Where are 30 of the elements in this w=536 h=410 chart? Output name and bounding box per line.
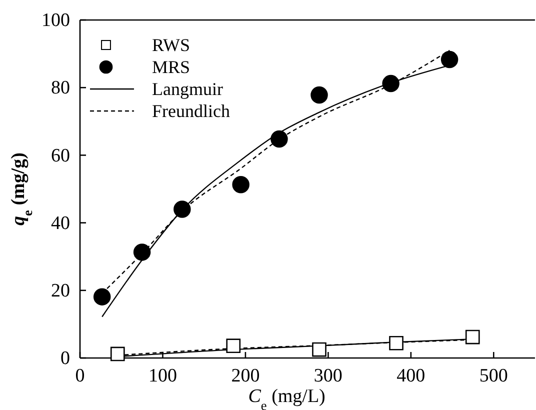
point (93, 288, 111, 306)
x-tick-label: 400 (396, 365, 426, 386)
legend-label: MRS (152, 57, 190, 77)
x-tick-label: 100 (148, 365, 177, 386)
x-tick-label: 200 (231, 365, 260, 386)
point (110, 346, 125, 362)
point (232, 176, 250, 194)
point (312, 342, 326, 357)
point (270, 130, 288, 148)
legend-label: RWS (152, 35, 190, 55)
y-tick-label: 20 (51, 280, 70, 302)
point (133, 244, 151, 261)
point (174, 200, 191, 218)
y-tick-label: 0 (60, 348, 70, 370)
point (440, 50, 458, 68)
legend-label: Freundlich (152, 101, 230, 121)
point (226, 338, 241, 353)
y-tick-label: 80 (51, 78, 70, 99)
point (465, 330, 480, 344)
point (310, 86, 328, 104)
x-axis-title: C$_{e}$ (mg/L) (248, 386, 326, 410)
x-tick-label: 300 (314, 365, 342, 386)
y-tick-label: 100 (42, 10, 70, 32)
legend-label: Langmuir (152, 79, 223, 99)
point (382, 74, 400, 92)
y-tick-label: 40 (51, 212, 70, 234)
x-tick-label: 0 (75, 365, 85, 386)
x-tick-label: 500 (479, 365, 508, 386)
point (389, 336, 404, 350)
y-tick-label: 60 (51, 145, 70, 166)
